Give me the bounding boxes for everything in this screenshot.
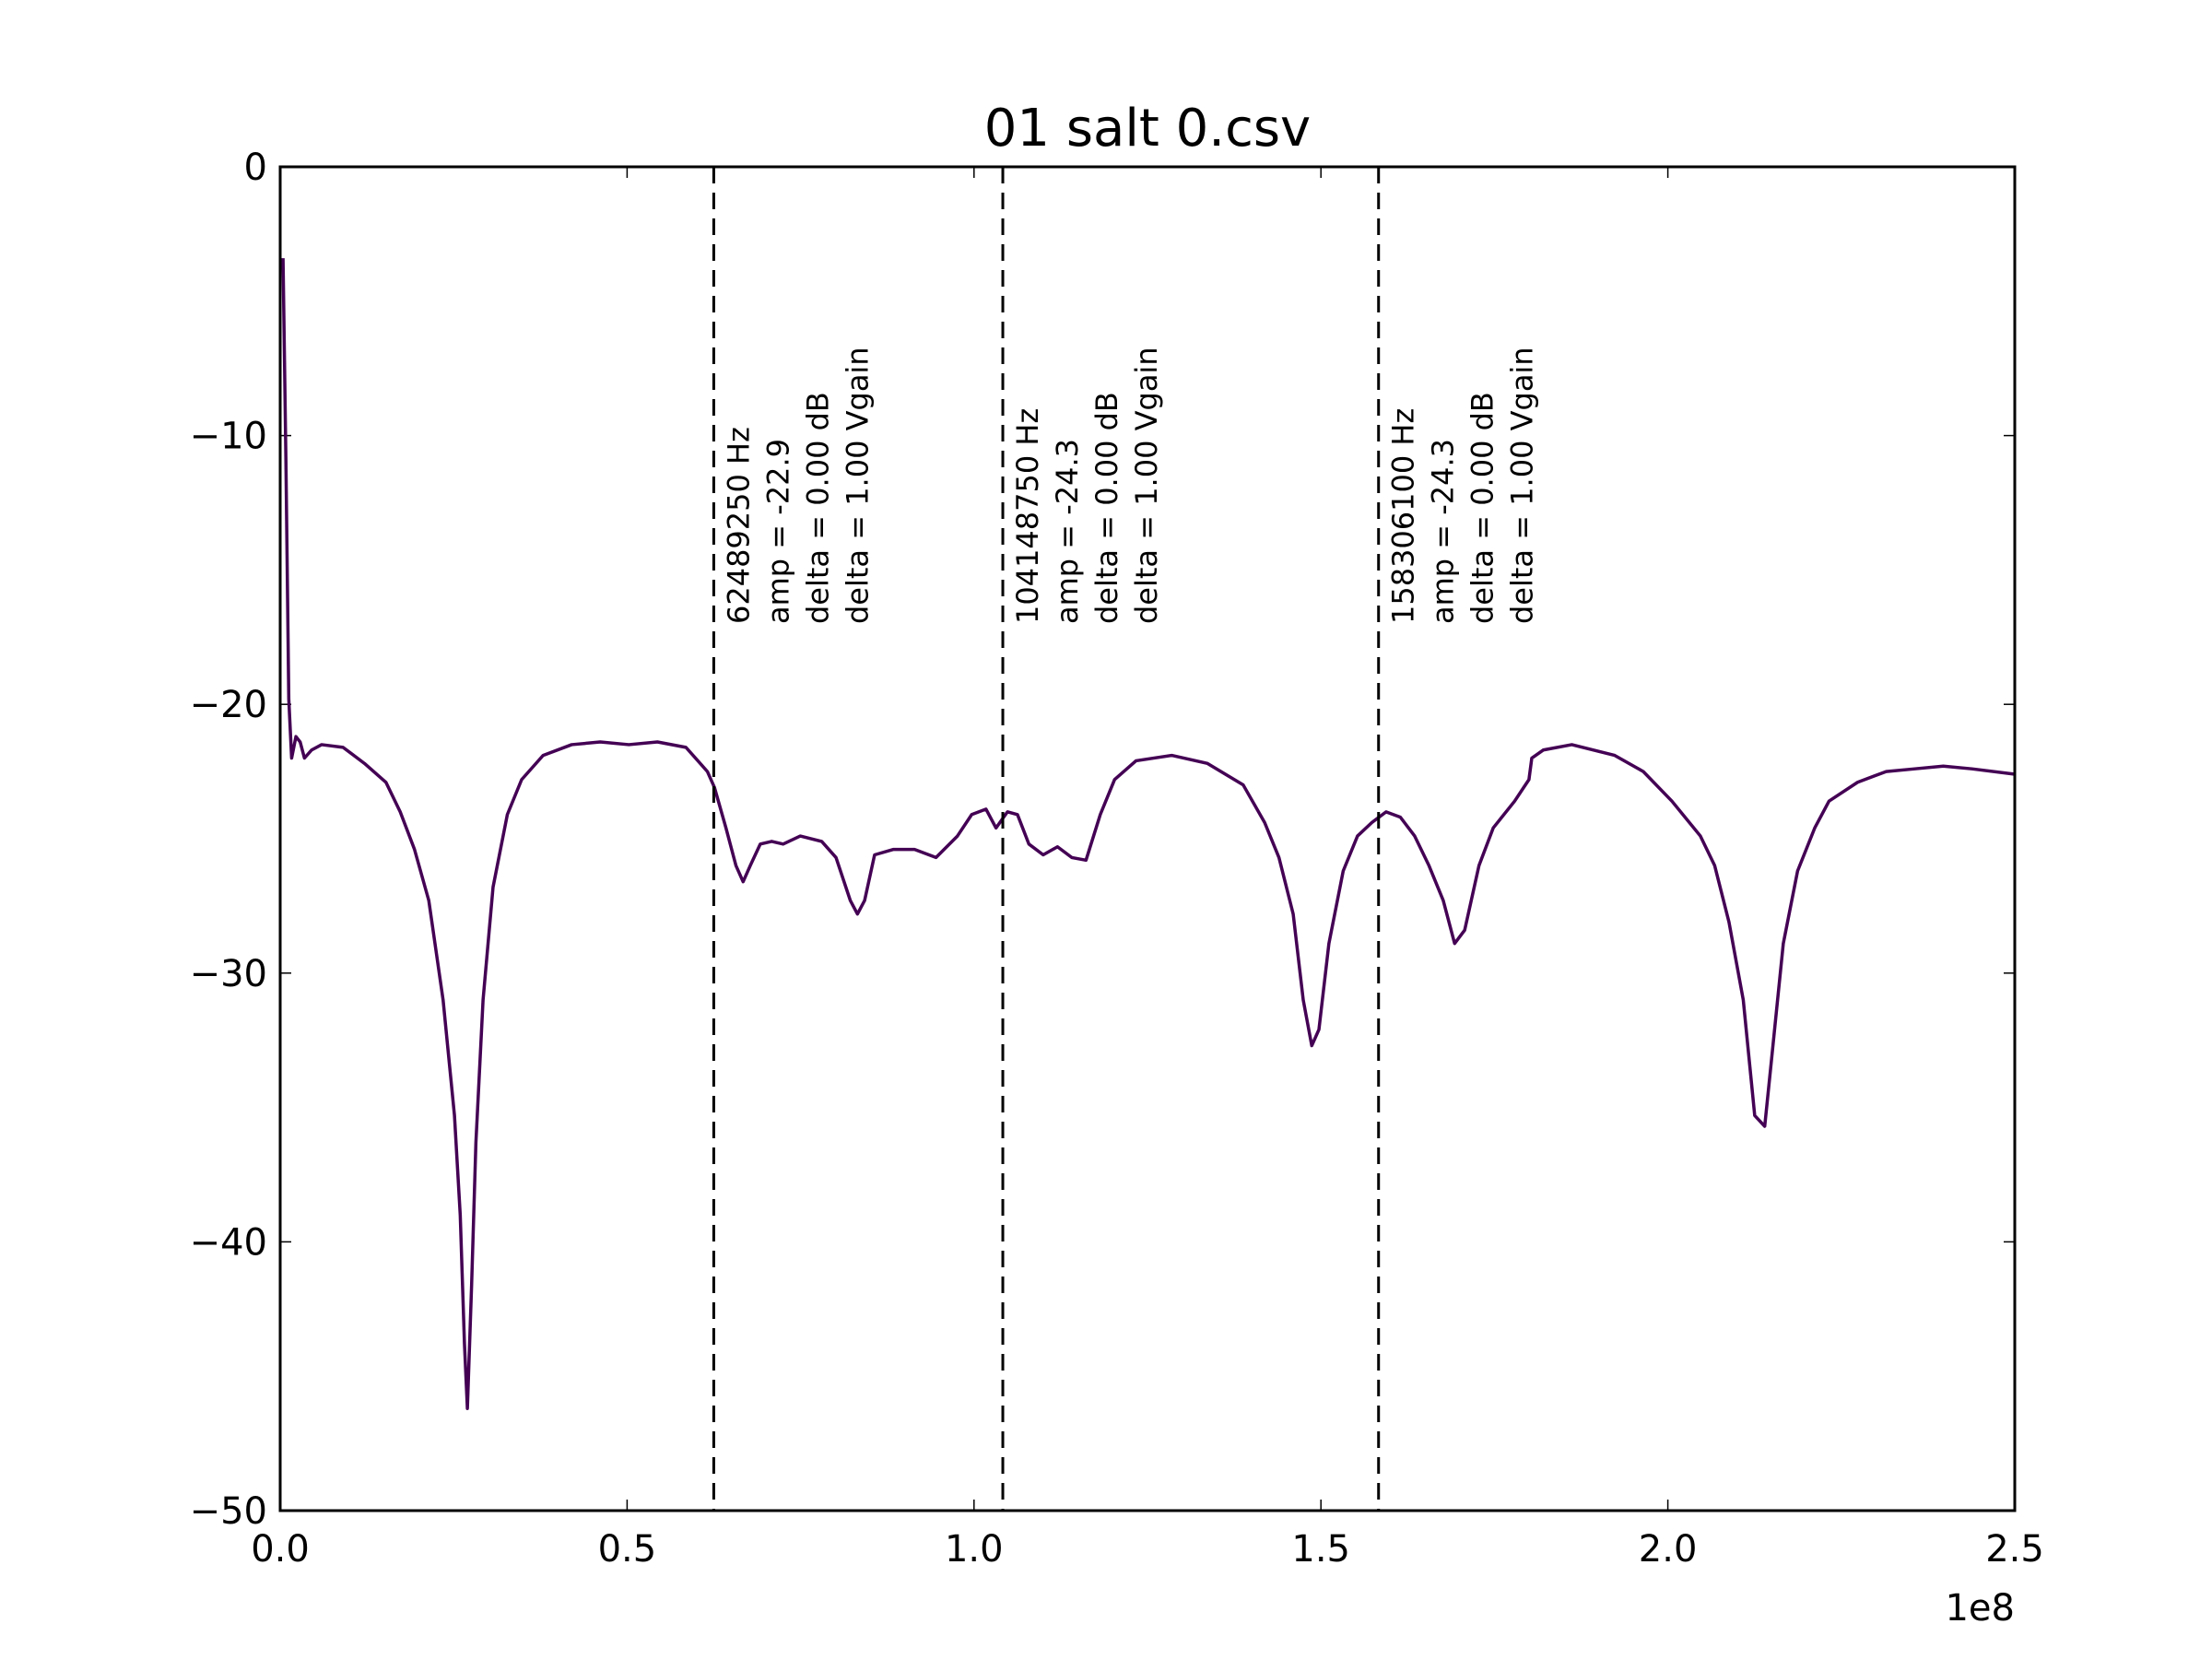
y-tick-label: −50 xyxy=(190,1490,267,1533)
x-tick-label: 2.5 xyxy=(1985,1528,2044,1571)
y-tick-label: −10 xyxy=(190,416,267,458)
annotation-text: 104148750 Hz xyxy=(1010,408,1045,624)
chart-title: 01 salt 0.csv xyxy=(984,99,1311,159)
x-tick-label: 1.0 xyxy=(945,1528,1004,1571)
x-tick-label: 0.0 xyxy=(251,1528,310,1571)
data-line xyxy=(281,258,2016,1410)
x-offset-label: 1e8 xyxy=(1945,1587,2015,1630)
y-tick-label: 0 xyxy=(244,147,267,189)
annotation-text: delta = 0.00 dB xyxy=(800,392,835,624)
y-tick-label: −40 xyxy=(190,1221,267,1264)
annotation-text: delta = 0.00 dB xyxy=(1089,392,1124,624)
x-tick-label: 2.0 xyxy=(1639,1528,1698,1571)
annotation-text: 158306100 Hz xyxy=(1386,408,1421,624)
y-tick-label: −30 xyxy=(190,953,267,995)
annotation-text: 62489250 Hz xyxy=(721,427,756,624)
annotation-text: delta = 0.00 dB xyxy=(1465,392,1500,624)
annotation-text: amp = -24.3 xyxy=(1050,439,1085,624)
annotation-text: delta = 1.00 Vgain xyxy=(1129,347,1164,624)
annotation-text: amp = -22.9 xyxy=(760,439,795,624)
annotation-text: delta = 1.00 Vgain xyxy=(1505,347,1540,624)
annotation-text: delta = 1.00 Vgain xyxy=(840,347,875,624)
annotation-text: amp = -24.3 xyxy=(1426,439,1461,624)
x-tick-label: 0.5 xyxy=(598,1528,657,1571)
y-tick-label: −20 xyxy=(190,684,267,726)
plot-frame xyxy=(278,165,2017,1512)
x-tick-label: 1.5 xyxy=(1291,1528,1350,1571)
